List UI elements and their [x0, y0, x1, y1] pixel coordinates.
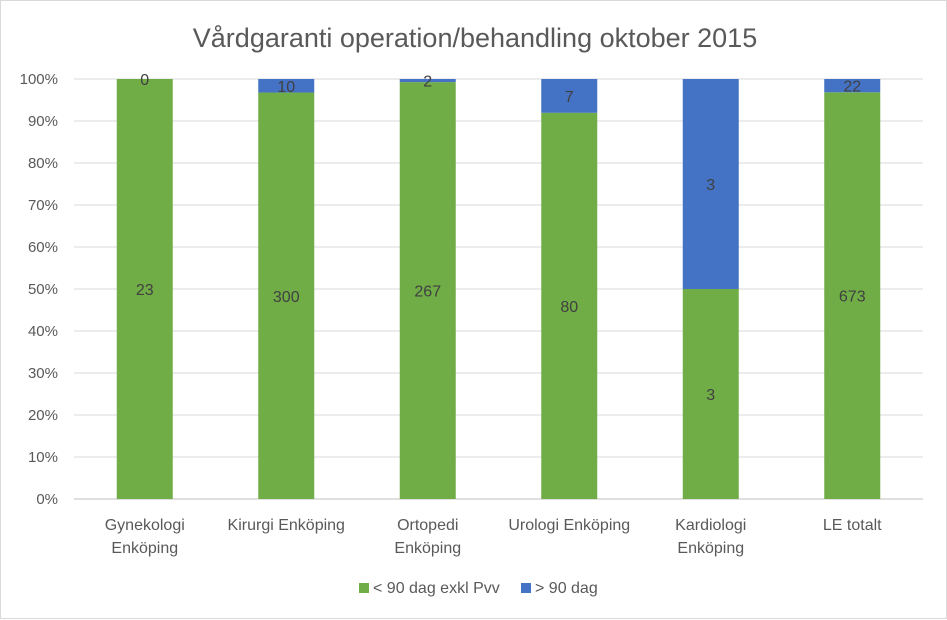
bar-segment [541, 79, 598, 113]
x-axis-labels: Gynekologi Enköping Kirurgi Enköping Ortope… [105, 517, 882, 557]
chart-title: Vårdgaranti operation/behandling oktober… [193, 23, 757, 53]
y-tick-label: 70% [28, 197, 58, 214]
y-tick-label: 0% [36, 491, 58, 508]
legend: < 90 dag exkl Pvv > 90 dag [359, 580, 598, 597]
bar-segment [682, 289, 739, 499]
y-tick-label: 60% [28, 239, 58, 256]
category-label: LE totalt [823, 517, 882, 534]
legend-label: < 90 dag exkl Pvv [373, 580, 500, 597]
category-label: Kirurgi Enköping [228, 517, 345, 534]
y-tick-label: 90% [28, 113, 58, 130]
category-label: Enköping [677, 540, 744, 557]
data-label: 3 [706, 387, 715, 404]
data-label: 10 [277, 79, 295, 96]
grid-lines [74, 78, 923, 500]
data-label: 300 [273, 289, 300, 306]
y-tick-label: 80% [28, 155, 58, 172]
bar-segment [399, 79, 456, 83]
bar-layer [116, 79, 881, 500]
data-label: 3 [706, 177, 715, 194]
data-label: 23 [136, 282, 154, 299]
y-axis: 0% 10% 20% 30% 40% 50% 60% 70% 80% 90% 100% [20, 71, 58, 508]
legend-label: > 90 dag [535, 580, 598, 597]
bar-segment [824, 92, 881, 499]
legend-swatch [359, 583, 369, 593]
y-tick-label: 20% [28, 407, 58, 424]
bar-segment [824, 79, 881, 93]
category-label: Ortopedi [397, 517, 458, 534]
y-tick-label: 40% [28, 323, 58, 340]
data-label: 673 [839, 289, 866, 306]
data-label: 80 [560, 299, 578, 316]
legend-swatch [521, 583, 531, 593]
bar-segment [541, 112, 598, 500]
y-tick-label: 50% [28, 281, 58, 298]
data-label: 7 [565, 89, 574, 106]
category-label: Urologi Enköping [508, 517, 630, 534]
category-label: Enköping [111, 540, 178, 557]
category-label: Gynekologi [105, 517, 185, 534]
y-tick-label: 10% [28, 449, 58, 466]
bar-segment [682, 79, 739, 289]
y-tick-label: 30% [28, 365, 58, 382]
category-label: Enköping [394, 540, 461, 557]
bar-segment [116, 79, 173, 499]
category-label: Kardiologi [675, 517, 746, 534]
bar-segment [258, 92, 315, 499]
data-labels: 23 0 300 10 267 2 80 7 3 3 673 22 [136, 72, 866, 404]
bar-segment [258, 79, 315, 93]
bar-segment [399, 82, 456, 499]
data-label: 22 [843, 79, 861, 96]
data-label: 267 [414, 284, 441, 301]
y-tick-label: 100% [20, 71, 58, 88]
data-label: 2 [423, 74, 432, 91]
data-label: 0 [140, 72, 149, 89]
